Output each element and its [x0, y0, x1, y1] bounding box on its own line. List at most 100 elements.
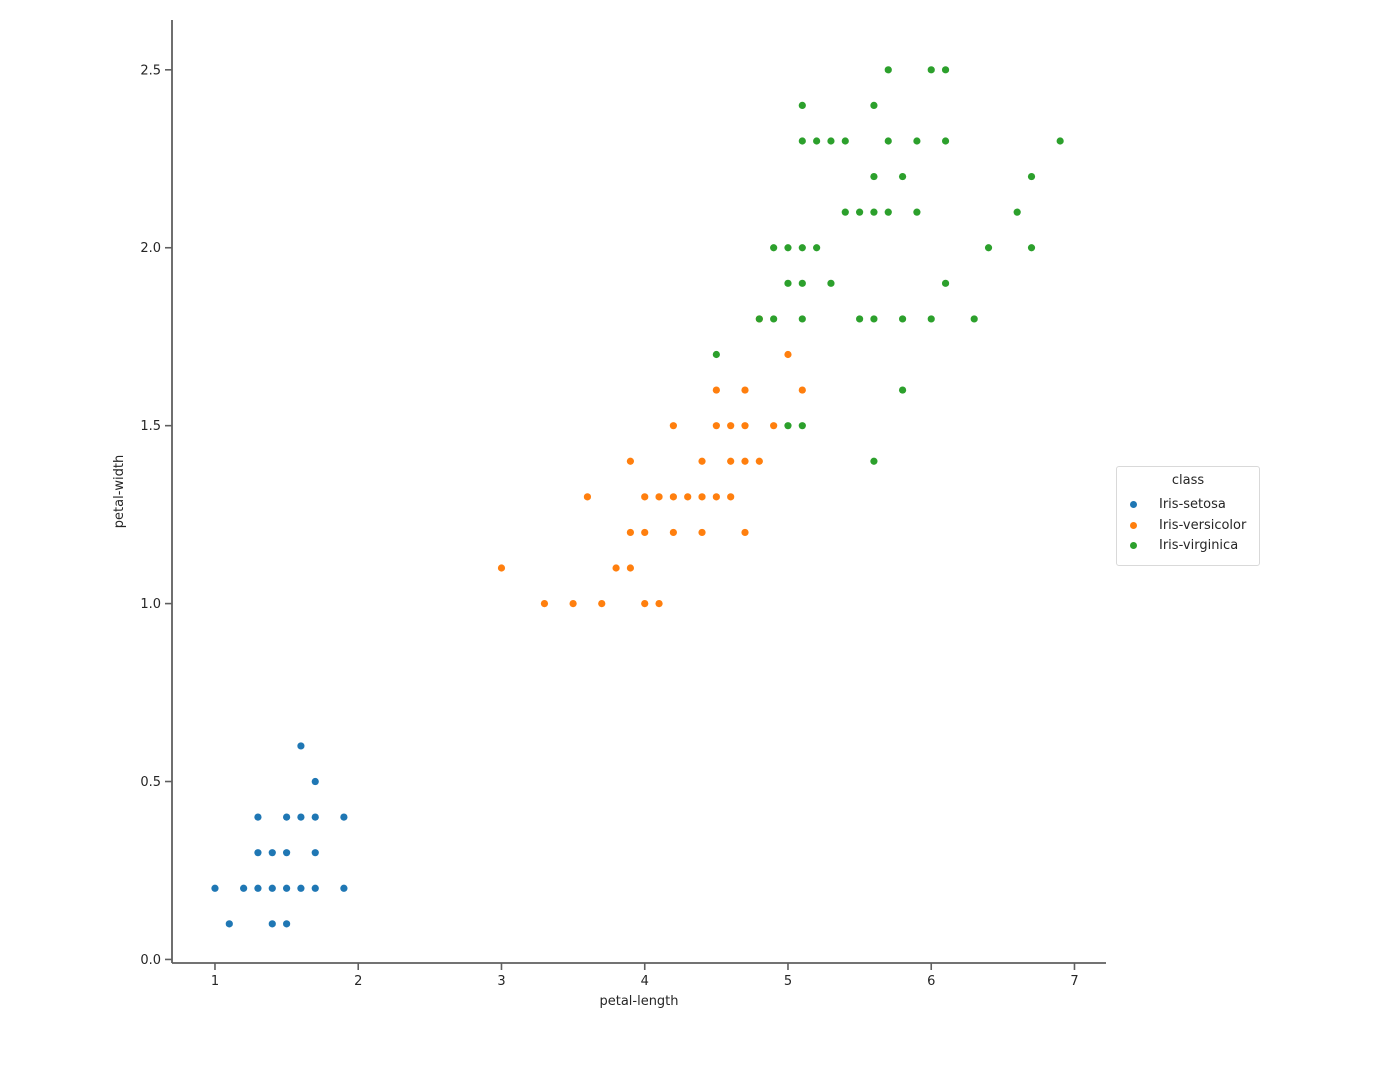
data-point	[712, 386, 720, 394]
versicolor-marker-icon	[1130, 521, 1137, 529]
data-point	[612, 564, 620, 572]
data-point	[727, 457, 735, 465]
data-point	[283, 813, 291, 821]
data-point	[741, 422, 749, 430]
data-point	[870, 457, 878, 465]
data-point	[941, 279, 950, 287]
data-point	[311, 849, 319, 857]
data-point	[884, 66, 892, 74]
data-point	[283, 884, 291, 892]
x-tick-label: 6	[927, 974, 935, 989]
data-point	[655, 493, 663, 501]
data-point	[798, 279, 806, 287]
data-point	[727, 422, 735, 430]
data-point	[655, 599, 663, 608]
data-point	[755, 315, 763, 323]
data-point	[268, 849, 276, 857]
data-point	[770, 244, 778, 252]
data-point	[641, 493, 649, 501]
data-point	[770, 422, 778, 430]
data-point	[340, 884, 348, 892]
data-point	[827, 279, 835, 287]
data-point	[827, 137, 835, 145]
x-axis-label: petal-length	[599, 994, 678, 1009]
data-point	[970, 315, 978, 323]
data-point	[684, 493, 692, 501]
data-point	[311, 813, 319, 821]
setosa-marker-icon	[1130, 501, 1137, 509]
data-point	[784, 350, 792, 359]
legend-item-virginica: Iris-virginica	[1117, 536, 1259, 557]
data-point	[712, 493, 720, 501]
data-point	[784, 244, 792, 252]
data-point	[870, 315, 878, 323]
data-point	[626, 564, 635, 572]
data-point	[225, 920, 233, 928]
data-point	[698, 528, 706, 537]
data-point	[340, 813, 348, 821]
data-point	[898, 172, 907, 181]
data-point	[741, 457, 749, 465]
data-point	[927, 66, 935, 74]
data-point	[311, 884, 319, 892]
data-point	[698, 493, 706, 501]
data-point	[755, 457, 763, 465]
y-tick-label: 2.5	[140, 63, 161, 78]
data-point	[856, 208, 864, 216]
data-point	[254, 849, 262, 857]
x-tick-label: 7	[1070, 974, 1078, 989]
data-point	[727, 493, 735, 501]
data-point	[569, 599, 577, 608]
data-point	[240, 884, 248, 892]
y-axis-label: petal-width	[112, 455, 127, 528]
data-point	[927, 315, 935, 323]
data-point	[856, 315, 864, 323]
legend-label-setosa: Iris-setosa	[1159, 497, 1226, 513]
data-point	[669, 422, 677, 430]
data-point	[626, 528, 635, 537]
x-tick-label: 1	[211, 974, 219, 989]
x-tick-label: 4	[641, 974, 649, 989]
data-point	[1056, 137, 1064, 145]
data-point	[813, 244, 821, 252]
data-point	[741, 528, 749, 537]
data-point	[870, 208, 878, 216]
legend-label-versicolor: Iris-versicolor	[1159, 517, 1247, 533]
data-point	[884, 137, 892, 145]
y-tick-label: 0.0	[140, 953, 161, 968]
data-point	[712, 350, 720, 359]
data-point	[598, 599, 606, 608]
data-point	[798, 137, 806, 145]
data-point	[941, 66, 950, 74]
data-point	[841, 208, 849, 216]
data-point	[870, 101, 878, 110]
data-point	[283, 849, 291, 857]
data-point	[297, 884, 305, 892]
x-tick-label: 5	[784, 974, 792, 989]
virginica-marker-icon	[1130, 542, 1137, 550]
y-tick-label: 0.5	[140, 775, 161, 790]
data-point	[641, 528, 649, 537]
legend-item-versicolor: Iris-versicolor	[1117, 515, 1259, 536]
data-point	[913, 137, 921, 145]
data-point	[283, 920, 291, 928]
data-point	[798, 244, 806, 252]
data-point	[898, 386, 907, 394]
data-point	[712, 422, 720, 430]
data-point	[1013, 208, 1021, 216]
data-point	[211, 884, 219, 892]
data-point	[1027, 244, 1036, 252]
data-point	[254, 813, 262, 821]
y-tick-label: 1.5	[140, 419, 161, 434]
y-tick-label: 2.0	[140, 241, 161, 256]
data-point	[268, 884, 276, 892]
data-point	[798, 386, 806, 394]
x-tick-label: 3	[497, 974, 505, 989]
data-point	[254, 884, 262, 892]
data-point	[540, 599, 549, 608]
data-point	[984, 244, 993, 252]
data-point	[669, 528, 677, 537]
data-point	[870, 172, 878, 181]
